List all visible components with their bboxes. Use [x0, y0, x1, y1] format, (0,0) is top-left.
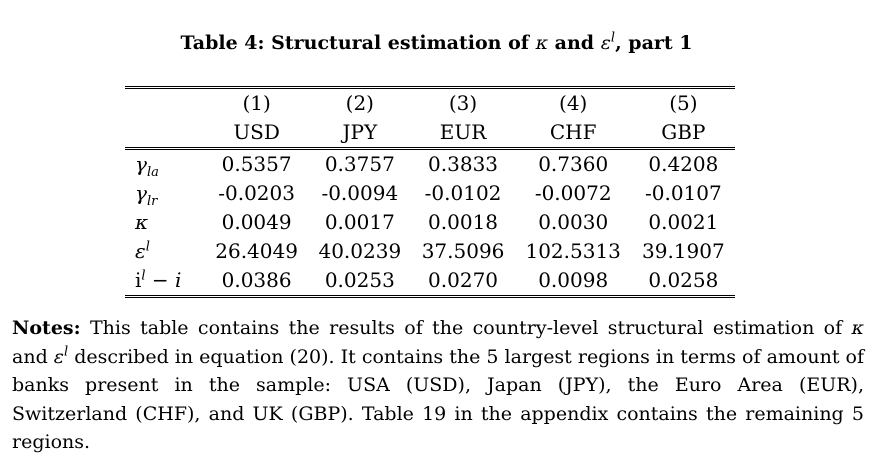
notes-heading: Notes: [12, 317, 81, 339]
row-label: κ [135, 210, 149, 234]
column-currency: CHF [549, 120, 597, 144]
table-row: γlr -0.0203 -0.0094 -0.0102 -0.0072 -0.0… [125, 179, 735, 208]
table-cell: 0.0253 [308, 266, 412, 298]
column-number: (2) [345, 91, 374, 115]
table-cell: 37.5096 [421, 239, 505, 263]
row-label: γla [125, 147, 205, 179]
header-corner [125, 118, 205, 149]
caption-prefix: Table 4: Structural estimation of [180, 32, 529, 54]
notes-epsilon: ε [53, 345, 64, 368]
notes-text: and [12, 345, 54, 368]
header-row-currencies: USD JPY EUR CHF GBP [125, 118, 735, 149]
column-currency: EUR [439, 120, 487, 144]
notes-text: This table contains the results of the c… [80, 317, 852, 339]
notes-epsilon-sup: l [63, 344, 69, 360]
table-cell: 0.7360 [514, 147, 632, 179]
caption-and: and [554, 32, 595, 54]
table-cell: 0.0021 [648, 210, 719, 234]
notes-kappa: κ [851, 317, 864, 339]
table-row: il − i 0.0386 0.0253 0.0270 0.0098 0.025… [125, 266, 735, 298]
table-cell: 0.0258 [631, 266, 735, 298]
table-cell: 40.0239 [318, 239, 402, 263]
column-currency: USD [233, 120, 280, 144]
column-currency: JPY [342, 120, 378, 144]
header-row-numbers: (1) (2) (3) (4) (5) [125, 87, 735, 119]
column-number: (5) [669, 91, 698, 115]
table-caption: Table 4: Structural estimation of κ and … [0, 32, 873, 54]
caption-kappa: κ [535, 32, 549, 54]
table-cell: -0.0203 [218, 181, 295, 205]
table-row: εl 26.4049 40.0239 37.5096 102.5313 39.1… [125, 237, 735, 266]
row-label: εl [135, 239, 150, 263]
caption-epsilon-sup: l [610, 30, 616, 46]
header-corner [125, 88, 205, 119]
table-cell: -0.0107 [644, 181, 722, 205]
row-label: γlr [135, 181, 158, 209]
table-cell: 26.4049 [215, 239, 298, 263]
table-cell: 0.0049 [221, 210, 292, 234]
table-cell: -0.0072 [534, 181, 612, 205]
column-number: (3) [448, 91, 478, 115]
table-cell: -0.0102 [424, 181, 502, 205]
results-table: (1) (2) (3) (4) (5) USD JPY EUR CHF GBP … [125, 86, 735, 298]
table-cell: 39.1907 [642, 239, 725, 263]
table-cell: -0.0094 [321, 181, 399, 205]
table-cell: 0.5357 [205, 147, 309, 179]
table-notes: Notes: This table contains the results o… [12, 314, 864, 457]
column-currency: GBP [661, 120, 706, 144]
table-cell: 0.3757 [308, 147, 412, 179]
column-number: (1) [242, 91, 271, 115]
table-cell: 0.3833 [411, 147, 515, 179]
table-cell: 0.0386 [205, 266, 309, 298]
notes-text: described in equation (20). It contains … [12, 345, 864, 454]
table-row: κ 0.0049 0.0017 0.0018 0.0030 0.0021 [125, 208, 735, 237]
row-label: il − i [125, 266, 205, 298]
table-cell: 0.0030 [538, 210, 609, 234]
table-cell: 102.5313 [525, 239, 621, 263]
table-cell: 0.0017 [324, 210, 395, 234]
caption-suffix: , part 1 [615, 32, 693, 54]
caption-epsilon: ε [600, 32, 611, 54]
table-cell: 0.0018 [428, 210, 499, 234]
table-cell: 0.0098 [514, 266, 632, 298]
table-cell: 0.0270 [411, 266, 515, 298]
column-number: (4) [559, 91, 588, 115]
table-cell: 0.4208 [631, 147, 735, 179]
table-row: γla 0.5357 0.3757 0.3833 0.7360 0.4208 [125, 147, 735, 179]
